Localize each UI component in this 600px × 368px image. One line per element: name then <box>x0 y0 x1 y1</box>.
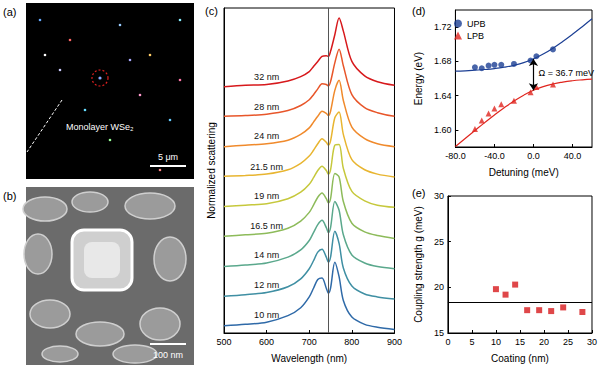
svg-text:-40.0: -40.0 <box>484 151 505 161</box>
svg-text:1.60: 1.60 <box>434 125 452 135</box>
svg-text:30: 30 <box>434 191 444 201</box>
svg-text:5: 5 <box>469 337 474 347</box>
svg-text:15: 15 <box>515 337 525 347</box>
svg-text:10: 10 <box>491 337 501 347</box>
svg-text:21.5 nm: 21.5 nm <box>250 162 283 172</box>
svg-text:Ω = 36.7 meV: Ω = 36.7 meV <box>538 68 594 78</box>
svg-text:(b): (b) <box>3 190 16 202</box>
svg-text:1.64: 1.64 <box>434 91 452 101</box>
svg-text:-80.0: -80.0 <box>445 151 466 161</box>
svg-text:20: 20 <box>434 282 444 292</box>
svg-text:5 μm: 5 μm <box>158 152 178 162</box>
svg-text:19 nm: 19 nm <box>254 191 279 201</box>
svg-text:12 nm: 12 nm <box>254 280 279 290</box>
svg-text:600: 600 <box>259 337 274 347</box>
svg-text:25: 25 <box>563 337 573 347</box>
svg-text:28 nm: 28 nm <box>254 102 279 112</box>
svg-text:32 nm: 32 nm <box>254 72 279 82</box>
svg-text:Detuning (meV): Detuning (meV) <box>489 167 559 178</box>
svg-text:LPB: LPB <box>467 31 484 41</box>
svg-text:700: 700 <box>302 337 317 347</box>
svg-text:15: 15 <box>434 328 444 338</box>
svg-text:24 nm: 24 nm <box>254 131 279 141</box>
svg-text:10 nm: 10 nm <box>254 310 279 320</box>
svg-text:(e): (e) <box>412 187 425 199</box>
svg-text:Coupling strength g (meV): Coupling strength g (meV) <box>413 206 424 323</box>
svg-text:0.0: 0.0 <box>527 151 540 161</box>
svg-text:Normalized scattering: Normalized scattering <box>206 122 217 219</box>
svg-text:25: 25 <box>434 237 444 247</box>
svg-text:900: 900 <box>387 337 402 347</box>
svg-text:0: 0 <box>445 337 450 347</box>
svg-text:Energy (eV): Energy (eV) <box>413 52 424 105</box>
svg-text:1.68: 1.68 <box>434 56 452 66</box>
svg-text:30: 30 <box>587 337 597 347</box>
svg-text:500: 500 <box>216 337 231 347</box>
svg-text:(a): (a) <box>3 6 16 18</box>
svg-text:1.72: 1.72 <box>434 22 452 32</box>
svg-text:40.0: 40.0 <box>564 151 582 161</box>
svg-text:20: 20 <box>539 337 549 347</box>
svg-text:14 nm: 14 nm <box>254 250 279 260</box>
svg-text:UPB: UPB <box>467 19 486 29</box>
svg-text:16.5 nm: 16.5 nm <box>250 221 283 231</box>
svg-text:Coating (nm): Coating (nm) <box>491 353 549 364</box>
svg-text:Monolayer WSe₂: Monolayer WSe₂ <box>66 122 134 132</box>
svg-text:Wavelength (nm): Wavelength (nm) <box>271 353 347 364</box>
svg-text:800: 800 <box>344 337 359 347</box>
svg-text:(c): (c) <box>205 5 218 17</box>
svg-text:(d): (d) <box>412 5 425 17</box>
svg-text:100 nm: 100 nm <box>153 350 183 360</box>
